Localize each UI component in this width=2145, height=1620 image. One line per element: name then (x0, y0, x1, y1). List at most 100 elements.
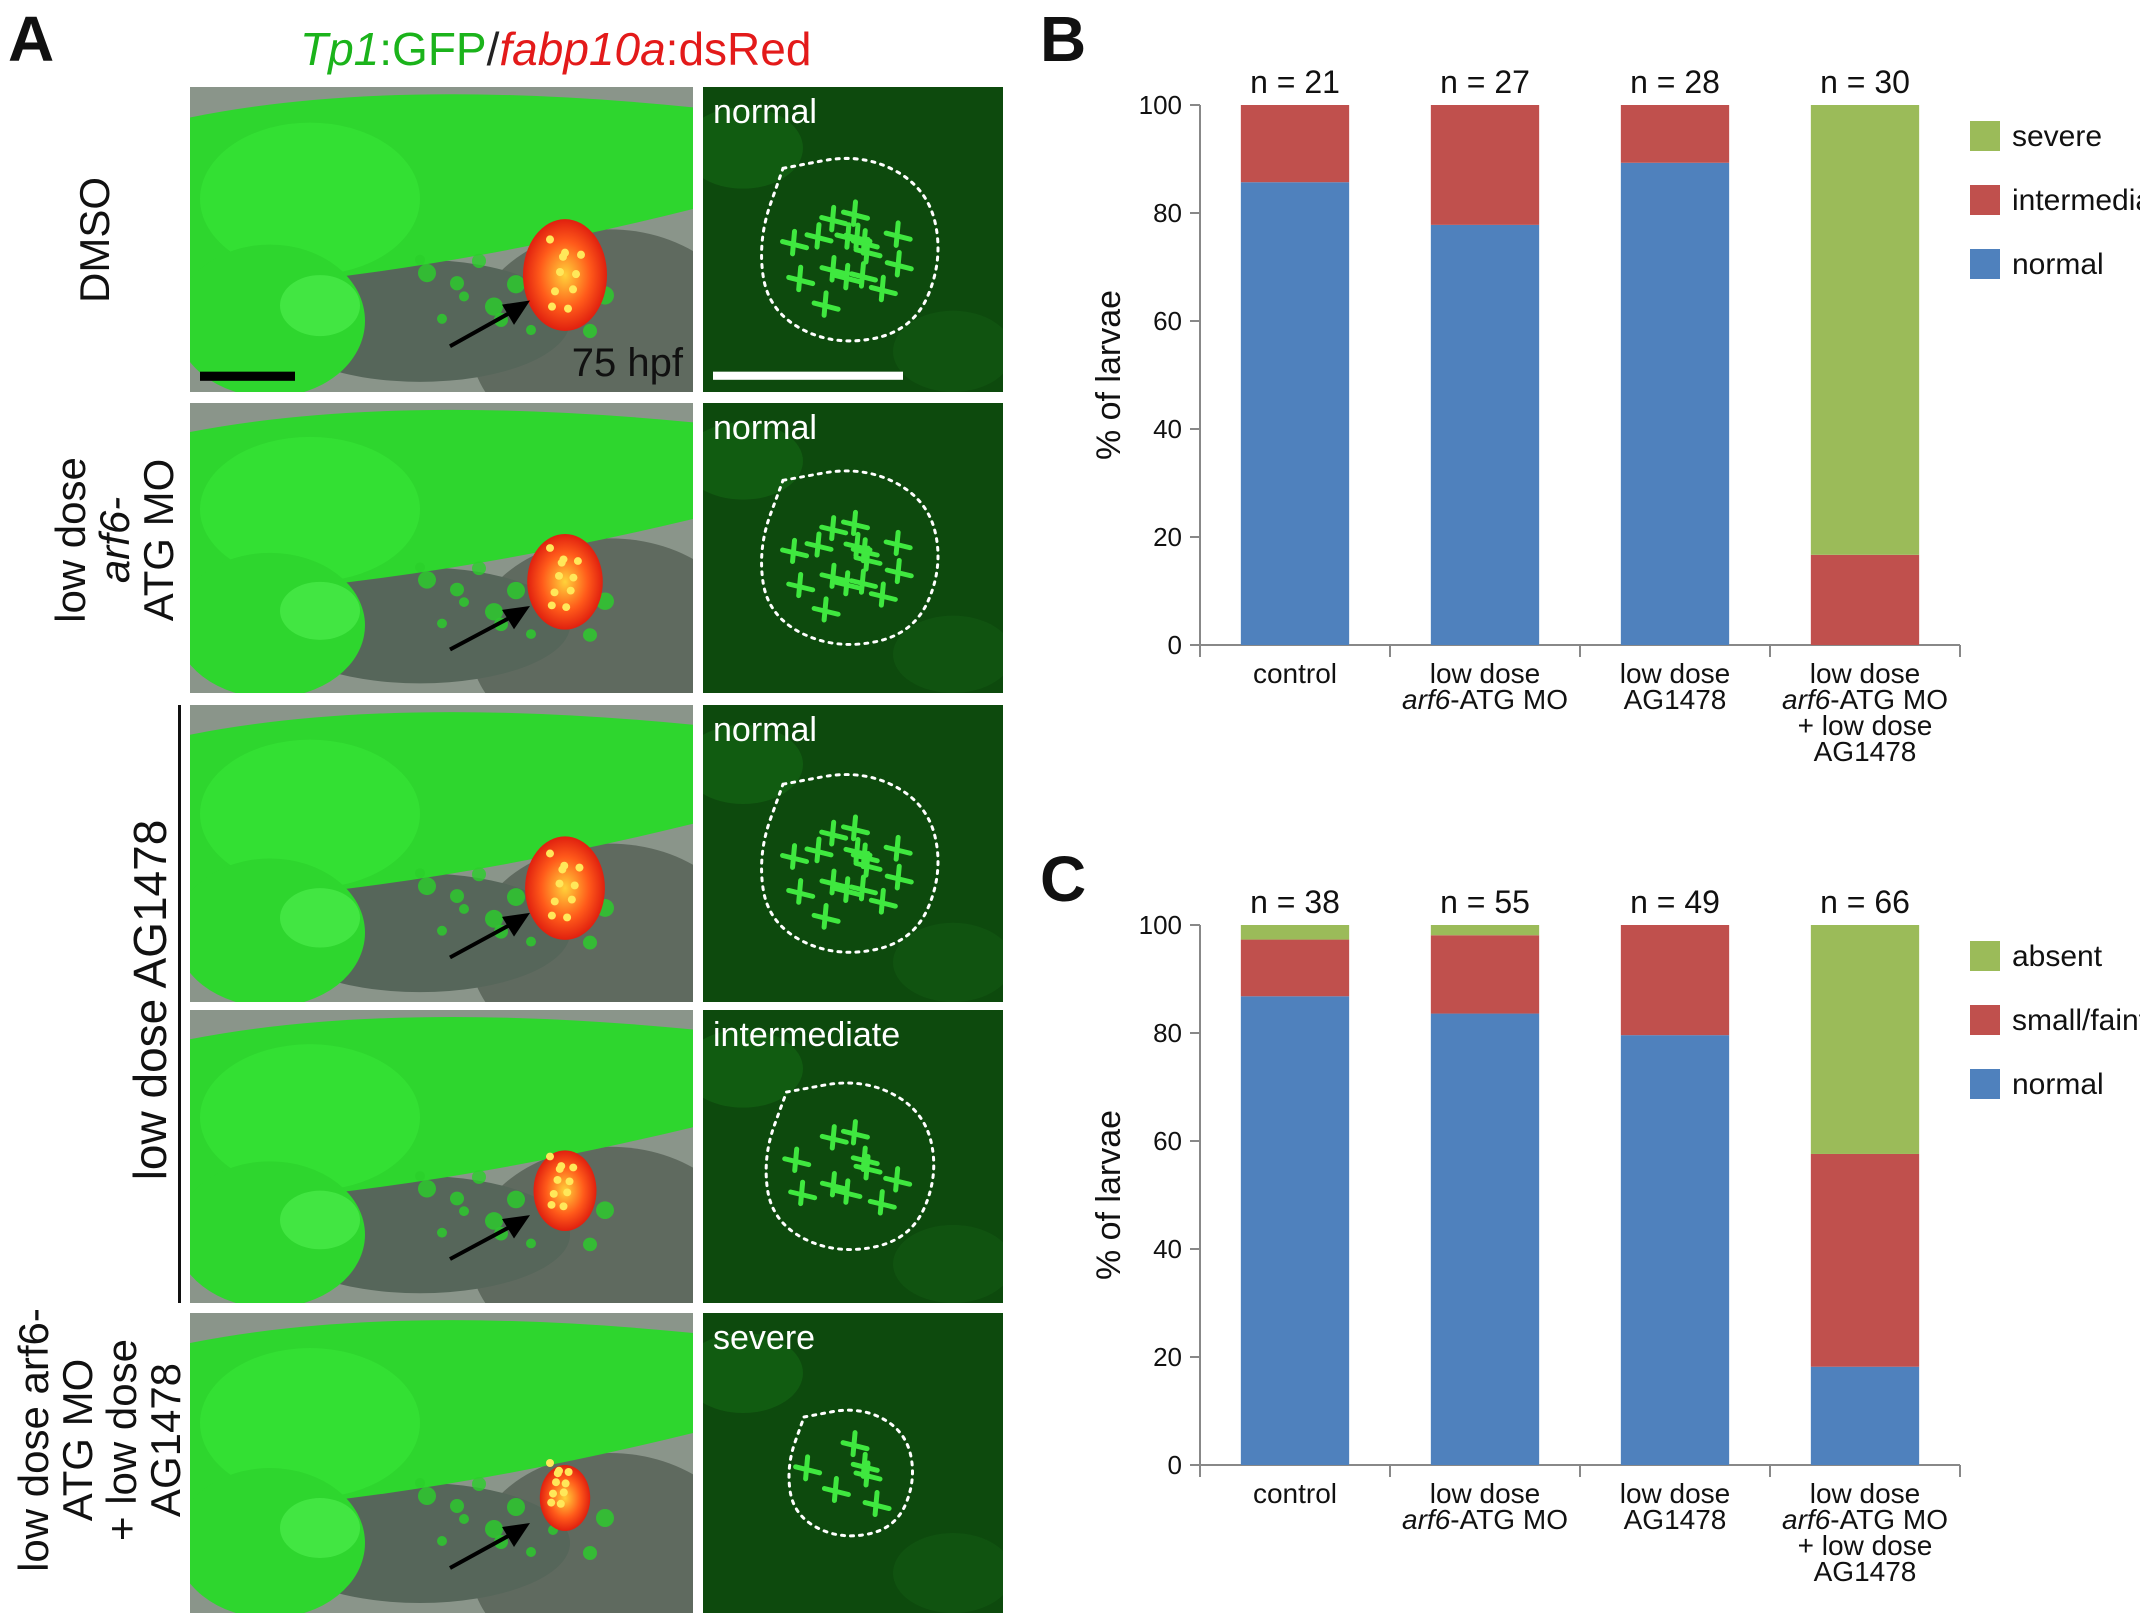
x-category-label: low dose (1620, 1478, 1731, 1509)
bar-segment-small-faint (1620, 925, 1730, 1036)
bar-segment-intermediate (1430, 105, 1540, 225)
x-category-label: + low dose (1798, 1530, 1933, 1561)
y-axis-label: % of larvae (1090, 290, 1128, 460)
bar-segment-normal (1620, 162, 1730, 645)
bar-segment-absent (1240, 925, 1350, 940)
panel-letter-c: C (1040, 843, 1087, 915)
x-category-label: AG1478 (1624, 1504, 1727, 1535)
y-tick-label: 0 (1168, 1450, 1182, 1480)
row-label-ag1478-group: low dose AG1478 (123, 819, 176, 1181)
x-category-label: arf6-ATG MO (1402, 1504, 1568, 1535)
n-label: n = 66 (1820, 884, 1910, 920)
y-tick-label: 40 (1153, 414, 1182, 444)
bar-segment-small-faint (1810, 1153, 1920, 1367)
embryo-image: 75 hpf (190, 87, 693, 392)
n-label: n = 55 (1440, 884, 1530, 920)
x-category-label: low dose (1620, 658, 1731, 689)
zoom-phenotype-label: normal (713, 711, 817, 749)
x-category-label: AG1478 (1814, 1556, 1917, 1587)
n-label: n = 28 (1630, 64, 1720, 100)
x-category-label: low dose (1430, 1478, 1541, 1509)
x-category-label: control (1253, 1478, 1337, 1509)
y-tick-label: 40 (1153, 1234, 1182, 1264)
n-label: n = 30 (1820, 64, 1910, 100)
embryo-image (190, 1313, 693, 1613)
x-category-label: + low dose (1798, 710, 1933, 741)
x-category-label: AG1478 (1624, 684, 1727, 715)
group-bracket-line (178, 705, 181, 1303)
row-label-combined: low dose arf6- ATG MO + low dose AG1478 (9, 1308, 190, 1572)
bar-segment-normal (1240, 182, 1350, 645)
x-category-label: low dose (1810, 658, 1921, 689)
title-fabp10a: fabp10a (499, 23, 666, 75)
y-tick-label: 20 (1153, 522, 1182, 552)
zoom-phenotype-label: severe (713, 1319, 816, 1357)
title-separator: / (486, 23, 500, 75)
chart-b: 0 20 40 60 80 100 % of larvae n = 21 control n = … (1040, 40, 2140, 800)
liver-zoom-image: normal (703, 403, 1003, 693)
legend-swatch (1970, 121, 2000, 151)
x-category-label: low dose (1430, 658, 1541, 689)
bar-segment-normal (1240, 996, 1350, 1465)
zoom-phenotype-label: intermediate (713, 1016, 901, 1054)
bar-segment-intermediate (1620, 105, 1730, 163)
x-category-label: arf6-ATG MO (1402, 684, 1568, 715)
bar-segment-normal (1430, 224, 1540, 645)
panel-letter-b: B (1040, 3, 1087, 75)
row-label-dmso: DMSO (70, 177, 118, 303)
bar-segment-intermediate (1240, 105, 1350, 183)
x-category-label: control (1253, 658, 1337, 689)
embryo-image (190, 403, 693, 693)
legend-label: absent (2012, 940, 2103, 973)
legend-swatch (1970, 185, 2000, 215)
n-label: n = 49 (1630, 884, 1720, 920)
row-label-arf6-mo: low dose arf6- ATG MO (46, 457, 183, 623)
legend-label: normal (2012, 248, 2104, 281)
bar-segment-severe (1810, 105, 1920, 555)
timepoint-label: 75 hpf (571, 341, 683, 385)
n-label: n = 38 (1250, 884, 1340, 920)
zoom-phenotype-label: normal (713, 409, 817, 447)
legend-label: intermediate (2012, 184, 2140, 217)
legend-swatch (1970, 1005, 2000, 1035)
y-tick-label: 60 (1153, 306, 1182, 336)
n-label: n = 27 (1440, 64, 1530, 100)
bar-segment-absent (1810, 925, 1920, 1154)
panel-letter-a: A (8, 3, 55, 75)
y-tick-label: 100 (1139, 90, 1182, 120)
legend-swatch (1970, 249, 2000, 279)
liver-zoom-image: intermediate (703, 1010, 1003, 1303)
liver-zoom-image: normal (703, 87, 1003, 392)
y-tick-label: 60 (1153, 1126, 1182, 1156)
legend-swatch (1970, 1069, 2000, 1099)
title-gfp: :GFP (379, 23, 487, 75)
figure-title: Tp1:GFP/fabp10a:dsRed (300, 22, 811, 76)
embryo-image (190, 1010, 693, 1303)
bar-segment-small-faint (1430, 935, 1540, 1014)
bar-segment-intermediate (1810, 554, 1920, 645)
y-tick-label: 80 (1153, 198, 1182, 228)
liver-zoom-image: normal (703, 705, 1003, 1002)
x-category-label: AG1478 (1814, 736, 1917, 767)
legend-swatch (1970, 941, 2000, 971)
bar-segment-normal (1810, 1366, 1920, 1465)
liver-zoom-image: severe (703, 1313, 1003, 1613)
x-category-label: arf6-ATG MO (1782, 684, 1948, 715)
legend-label: normal (2012, 1068, 2104, 1101)
y-tick-label: 20 (1153, 1342, 1182, 1372)
bar-segment-normal (1620, 1035, 1730, 1465)
x-category-label: arf6-ATG MO (1782, 1504, 1948, 1535)
y-tick-label: 80 (1153, 1018, 1182, 1048)
title-tp1: Tp1 (300, 23, 380, 75)
n-label: n = 21 (1250, 64, 1340, 100)
title-dsred: :dsRed (665, 23, 812, 75)
legend-label: severe (2012, 120, 2102, 153)
y-tick-label: 100 (1139, 910, 1182, 940)
x-category-label: low dose (1810, 1478, 1921, 1509)
y-axis-label: % of larvae (1090, 1110, 1128, 1280)
embryo-image (190, 705, 693, 1002)
bar-segment-normal (1430, 1013, 1540, 1465)
zoom-phenotype-label: normal (713, 93, 817, 131)
bar-segment-absent (1430, 925, 1540, 936)
legend-label: small/faint (2012, 1004, 2140, 1037)
